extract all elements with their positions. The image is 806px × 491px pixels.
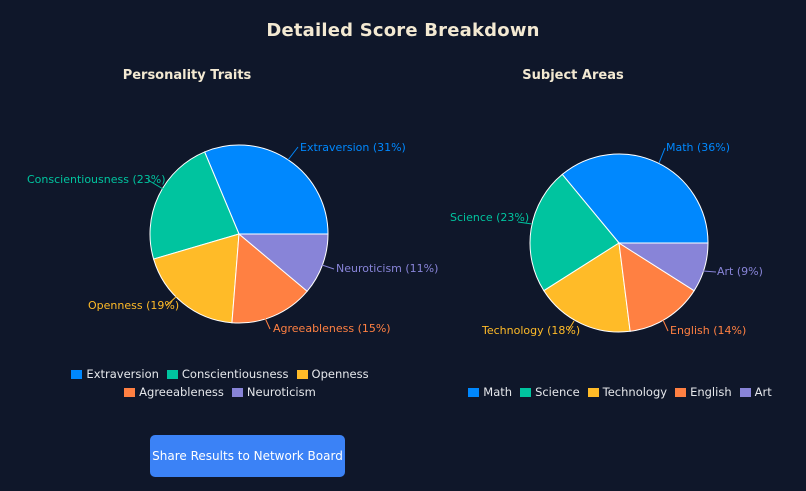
- legend-item-math[interactable]: Math: [468, 385, 512, 399]
- label-leader-line: [287, 146, 299, 161]
- personality-legend: Extraversion Conscientiousness Openness Agr…: [20, 367, 420, 399]
- pie-slice-science[interactable]: [529, 173, 620, 292]
- legend-swatch-icon: [739, 387, 751, 397]
- legend-item-science[interactable]: Science: [520, 385, 580, 399]
- pie-slice-openness[interactable]: [152, 233, 240, 324]
- pie-slice-neuroticism[interactable]: [237, 233, 329, 292]
- legend-item-technology[interactable]: Technology: [587, 385, 668, 399]
- slice-label: Art (9%): [717, 265, 763, 278]
- label-leader-line: [702, 270, 717, 273]
- slice-label: Openness (19%): [88, 299, 179, 312]
- subjects-legend: Math Science Technology English Art: [420, 385, 806, 399]
- legend-label: Math: [483, 385, 513, 399]
- legend-swatch-icon: [520, 387, 532, 397]
- pie-slice-agreeableness[interactable]: [231, 232, 308, 324]
- slice-label: Science (23%): [450, 211, 529, 224]
- legend-label: Science: [535, 385, 580, 399]
- label-leader-line: [517, 221, 533, 225]
- legend-label: Neuroticism: [246, 385, 316, 399]
- legend-item-neuroticism[interactable]: Neuroticism: [231, 385, 316, 399]
- legend-label: English: [690, 385, 732, 399]
- legend-label: Technology: [602, 385, 668, 399]
- label-leader-line: [321, 264, 335, 270]
- legend-item-conscientiousness[interactable]: Conscientiousness: [166, 367, 289, 381]
- slice-label: Agreeableness (15%): [273, 322, 391, 335]
- legend-swatch-icon: [675, 387, 687, 397]
- label-leader-line: [567, 320, 575, 332]
- subjects-chart-title: Subject Areas: [522, 68, 624, 83]
- legend-swatch-icon: [71, 369, 83, 379]
- slice-label: Technology (18%): [481, 324, 580, 337]
- legend-item-openness[interactable]: Openness: [296, 367, 369, 381]
- label-leader-line: [264, 317, 271, 330]
- legend-swatch-icon: [166, 369, 178, 379]
- legend-swatch-icon: [296, 369, 308, 379]
- legend-label: Conscientiousness: [181, 367, 289, 381]
- slice-label: English (14%): [670, 324, 746, 337]
- slice-label: Neuroticism (11%): [336, 262, 438, 275]
- pie-slice-art[interactable]: [617, 242, 709, 292]
- pie-slice-conscientiousness[interactable]: [149, 151, 240, 260]
- pie-slice-math[interactable]: [561, 153, 709, 244]
- legend-label: Openness: [311, 367, 369, 381]
- slice-label: Math (36%): [666, 141, 730, 154]
- personality-chart-title: Personality Traits: [122, 68, 252, 83]
- label-leader-line: [662, 319, 669, 332]
- legend-item-extraversion[interactable]: Extraversion: [71, 367, 159, 381]
- legend-item-english[interactable]: English: [675, 385, 732, 399]
- slice-label: Conscientiousness (23%): [27, 173, 166, 186]
- legend-swatch-icon: [231, 387, 243, 397]
- legend-swatch-icon: [468, 387, 480, 397]
- legend-label: Art: [754, 385, 772, 399]
- share-results-button[interactable]: Share Results to Network Board: [150, 435, 345, 477]
- legend-item-art[interactable]: Art: [739, 385, 772, 399]
- pie-slice-technology[interactable]: [543, 242, 631, 333]
- legend-swatch-icon: [124, 387, 136, 397]
- legend-item-agreeableness[interactable]: Agreeableness: [124, 385, 224, 399]
- page-title: Detailed Score Breakdown: [266, 20, 540, 41]
- slice-label: Extraversion (31%): [300, 141, 406, 154]
- legend-label: Agreeableness: [139, 385, 224, 399]
- pie-slice-english[interactable]: [618, 242, 695, 332]
- legend-label: Extraversion: [86, 367, 159, 381]
- legend-swatch-icon: [587, 387, 599, 397]
- label-leader-line: [147, 179, 164, 190]
- label-leader-line: [658, 147, 666, 164]
- label-leader-line: [165, 295, 178, 307]
